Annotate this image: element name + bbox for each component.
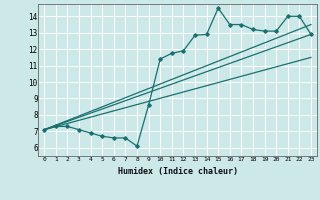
X-axis label: Humidex (Indice chaleur): Humidex (Indice chaleur) xyxy=(118,167,238,176)
